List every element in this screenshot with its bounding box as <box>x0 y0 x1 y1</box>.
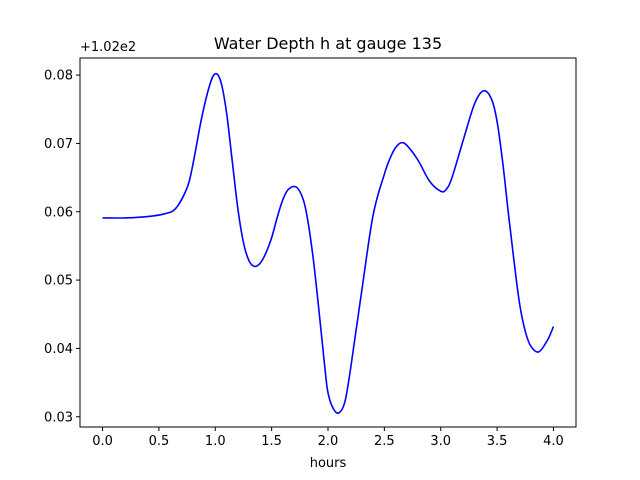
series-line <box>102 72 555 414</box>
x-axis-ticks: 0.0 0.5 1.0 1.5 2.0 2.5 3.0 3.5 4.0 <box>92 427 564 449</box>
x-axis-label: hours <box>310 456 347 471</box>
y-tick-label: 0.07 <box>44 137 73 152</box>
y-tick-label: 0.06 <box>44 205 73 220</box>
x-tick-label: 0.0 <box>92 434 113 449</box>
x-tick-label: 2.5 <box>374 434 395 449</box>
y-offset-label: +1.02e2 <box>80 40 136 55</box>
x-tick-label: 4.0 <box>543 434 564 449</box>
chart-title: Water Depth h at gauge 135 <box>214 34 442 53</box>
x-tick-label: 3.0 <box>430 434 451 449</box>
x-tick-label: 1.0 <box>205 434 226 449</box>
y-tick-label: 0.03 <box>44 410 73 425</box>
y-tick-label: 0.08 <box>44 69 73 84</box>
x-tick-label: 0.5 <box>149 434 170 449</box>
y-axis-ticks: 0.03 0.04 0.05 0.06 0.07 0.08 <box>44 69 80 425</box>
x-tick-label: 2.0 <box>318 434 339 449</box>
y-tick-label: 0.05 <box>44 274 73 289</box>
x-tick-label: 1.5 <box>261 434 282 449</box>
x-tick-label: 3.5 <box>487 434 508 449</box>
plot-frame <box>79 57 577 428</box>
y-tick-label: 0.04 <box>44 342 73 357</box>
